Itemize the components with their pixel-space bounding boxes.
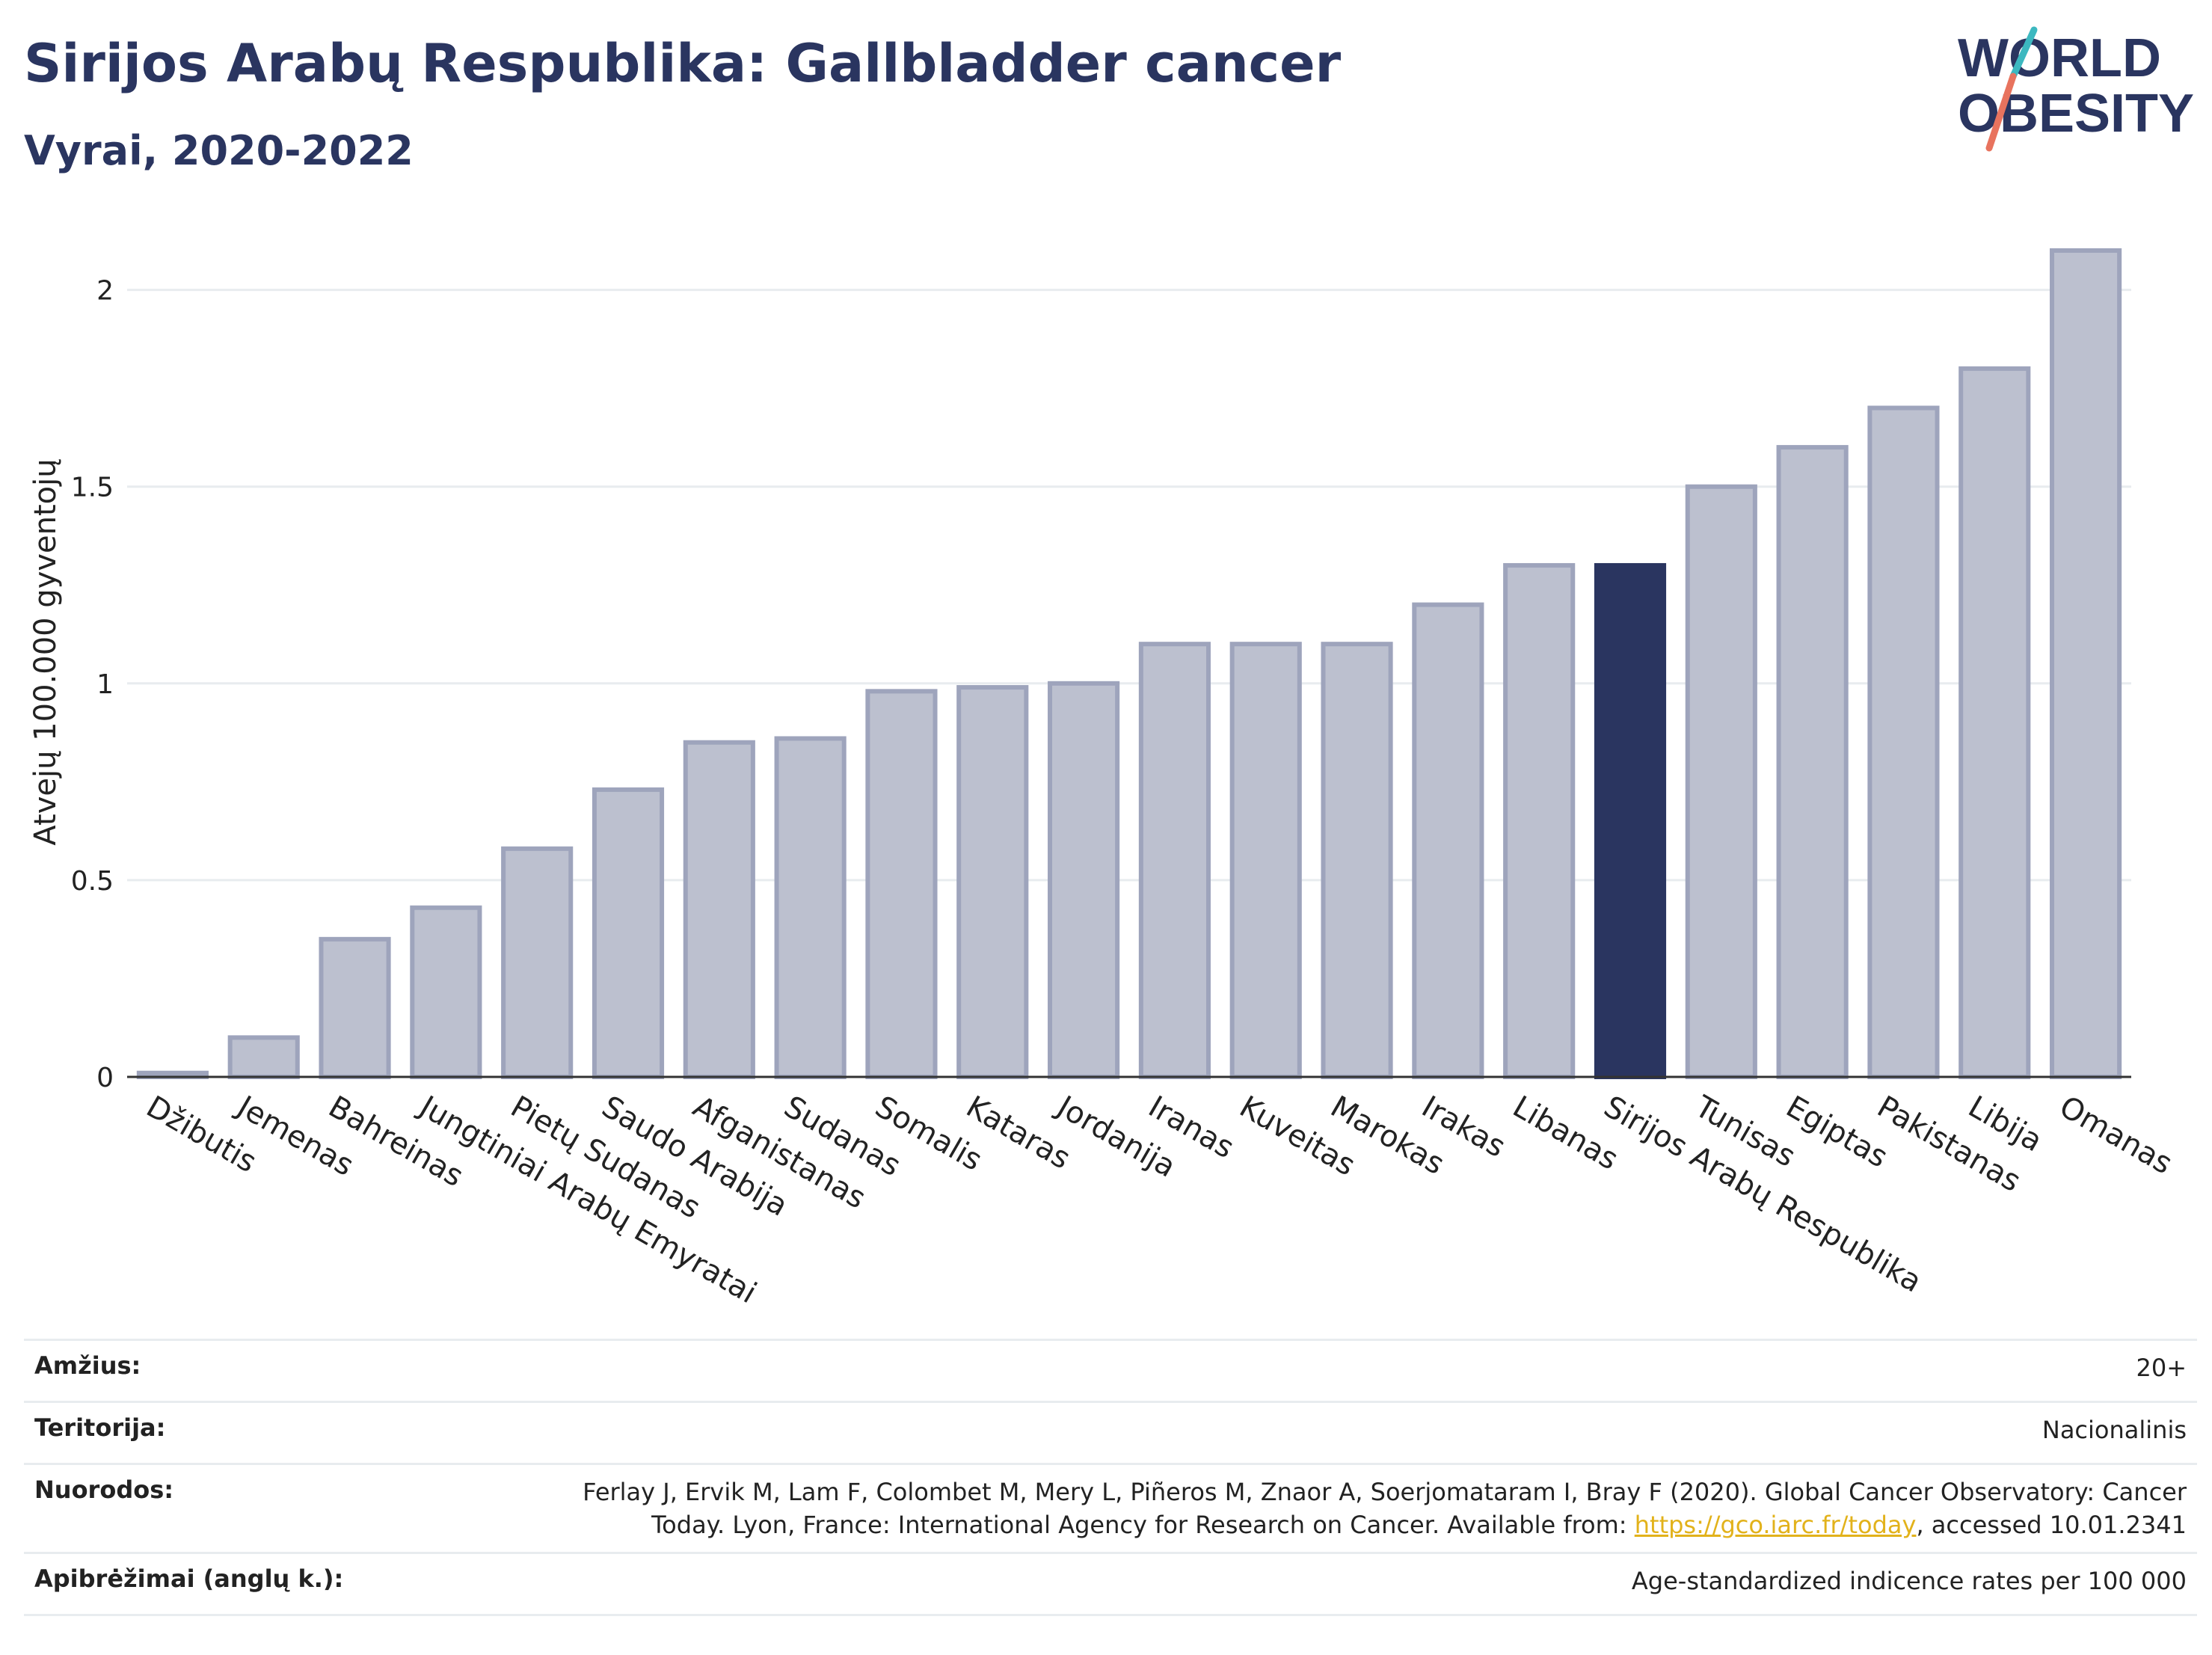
references-link[interactable]: https://gco.iarc.fr/today [1634,1511,1917,1539]
bar [227,1035,300,1080]
category-label: Libanas [1507,1090,1623,1177]
age-value: 20+ [494,1339,2197,1403]
bar [319,936,391,1080]
age-label: Amžius: [24,1339,494,1403]
y-tick-label: 1 [96,669,114,700]
bar [410,905,482,1079]
bar [1229,642,1302,1079]
definitions-value: Age-standardized indicence rates per 100… [494,1552,2197,1616]
y-tick-label: 0.5 [71,866,114,897]
bar [1594,562,1667,1079]
bars [136,248,2122,1080]
references-value: Ferlay J, Ervik M, Lam F, Colombet M, Me… [494,1463,2197,1554]
y-tick-label: 2 [96,276,114,307]
bar [592,787,665,1080]
y-tick-labels: 0 0.5 1 1.5 2 [71,276,114,1093]
bar [1048,681,1120,1079]
territory-label: Teritorija: [24,1401,494,1465]
info-table: Amžius: 20+ Teritorija: Nacionalinis Nuo… [24,1339,2197,1616]
y-axis-title: Atvejų 100.000 gyventojų [28,458,63,845]
references-text-1: Ferlay J, Ervik M, Lam F, Colombet M, Me… [583,1478,2187,1506]
category-label: Omanas [2053,1090,2178,1182]
row-references: Nuorodos: Ferlay J, Ervik M, Lam F, Colo… [24,1463,2197,1554]
chart-title: Sirijos Arabų Respublika: Gallbladder ca… [24,33,1342,94]
row-age: Amžius: 20+ [24,1339,2197,1403]
references-text-3: , accessed 10.01.2341 [1916,1511,2187,1539]
bar [1321,642,1393,1079]
bar [1958,366,2031,1080]
bar [683,740,755,1079]
logo-slash-teal [2009,26,2038,80]
bar [1412,602,1484,1079]
row-territory: Teritorija: Nacionalinis [24,1401,2197,1465]
bar [865,689,938,1079]
bar [501,846,574,1080]
world-obesity-logo: WORLD OBESITY [1958,26,2194,152]
y-tick-label: 1.5 [71,473,114,503]
territory-value: Nacionalinis [494,1401,2197,1465]
category-label: Egiptas [1781,1090,1893,1175]
bar [956,685,1029,1079]
definitions-label: Apibrėžimai (anglų k.): [24,1552,494,1616]
y-tick-label: 0 [96,1063,114,1093]
bar [1138,642,1211,1079]
bar [1503,562,1576,1079]
logo-line-1: WORLD [1958,28,2161,88]
logo-slash-red [1985,73,2017,152]
references-text-2: Today. Lyon, France: International Agenc… [651,1511,1635,1539]
bar [774,736,847,1079]
bar [1685,484,1757,1079]
chart-subtitle: Vyrai, 2020-2022 [24,127,414,174]
row-definitions: Apibrėžimai (anglų k.): Age-standardized… [24,1552,2197,1616]
bar [1776,445,1849,1079]
bar [1867,405,1940,1079]
bar [2050,248,2122,1079]
references-label: Nuorodos: [24,1463,494,1554]
bar-chart: 0 0.5 1 1.5 2 DžibutisJemenasBahreinasJungti… [28,248,2178,1310]
